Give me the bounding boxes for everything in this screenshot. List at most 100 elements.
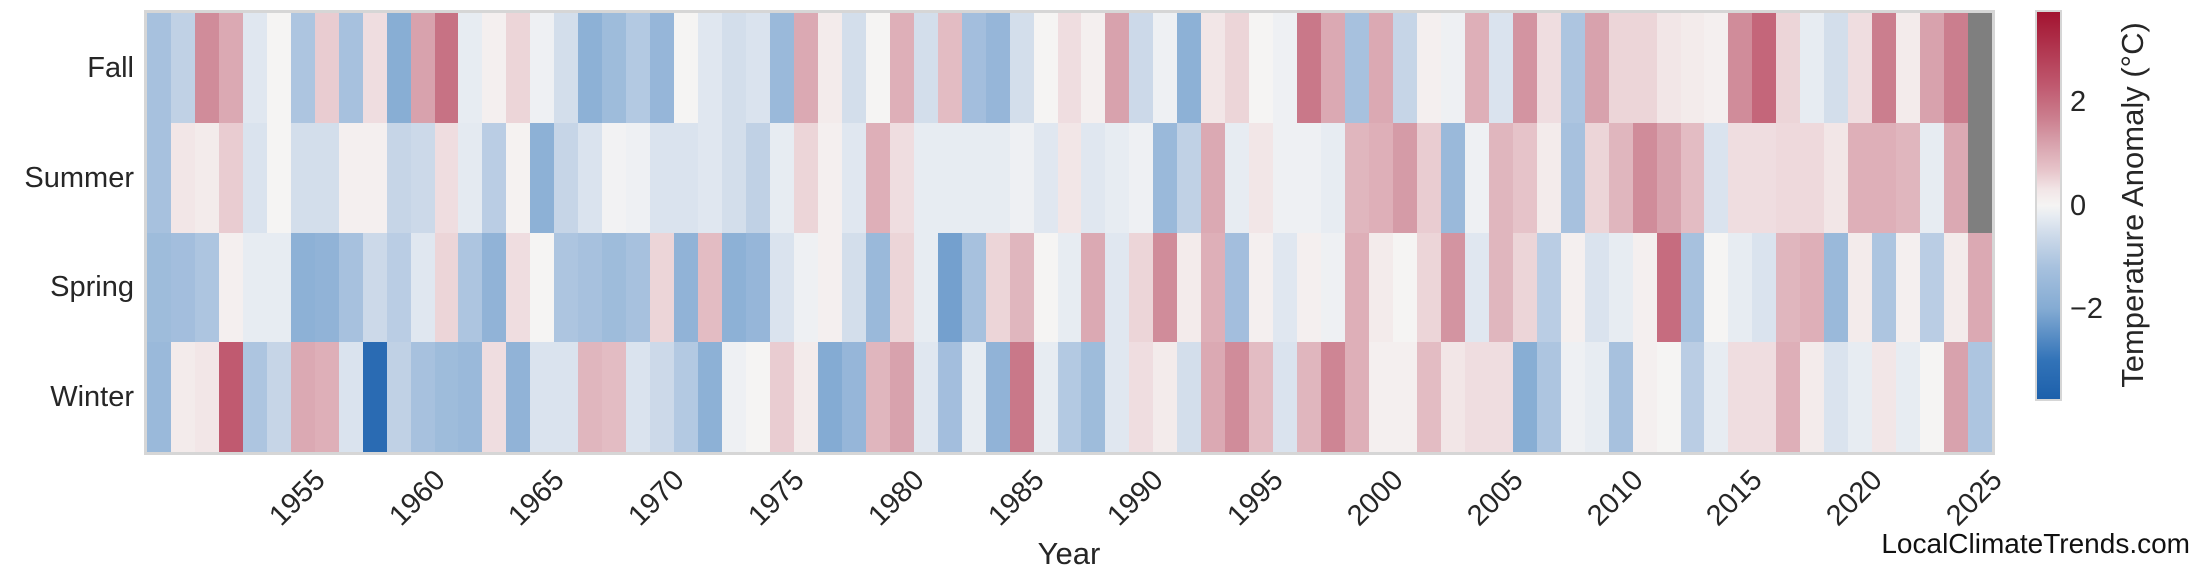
heatmap-cell: [266, 342, 291, 452]
colorbar: [2035, 10, 2062, 401]
heatmap-cell: [1872, 122, 1897, 233]
heatmap-cell: [1776, 342, 1801, 452]
heatmap-cell: [1369, 342, 1393, 452]
heatmap-cell: [1416, 232, 1441, 343]
heatmap-cell: [1920, 232, 1945, 343]
heatmap-cell: [338, 13, 363, 123]
heatmap-cell: [841, 232, 866, 343]
heatmap-cell: [817, 13, 842, 123]
heatmap-cell: [937, 122, 962, 233]
heatmap-cell: [769, 122, 794, 233]
heatmap-cell: [1848, 232, 1873, 343]
heatmap-cell: [386, 342, 411, 452]
heatmap-cell: [626, 232, 651, 343]
heatmap-cell: [722, 13, 747, 123]
heatmap-cell: [1536, 122, 1561, 233]
heatmap-cell: [290, 122, 315, 233]
x-tick-label-2010: 2010: [1580, 464, 1650, 533]
heatmap-cell: [1920, 342, 1945, 452]
heatmap-cell: [1632, 342, 1657, 452]
heatmap-cell: [242, 13, 267, 123]
heatmap-cell: [841, 122, 866, 233]
heatmap-cell: [602, 13, 627, 123]
heatmap-cell: [1560, 232, 1585, 343]
heatmap-cell: [1728, 342, 1753, 452]
heatmap-cell: [1416, 122, 1441, 233]
heatmap-cell: [1105, 342, 1130, 452]
heatmap-cell: [985, 122, 1010, 233]
heatmap-cell: [410, 122, 435, 233]
heatmap-cell: [578, 122, 603, 233]
heatmap-cell: [242, 342, 267, 452]
heatmap-cell: [458, 122, 483, 233]
heatmap-cell: [1105, 13, 1130, 123]
x-tick-label-1965: 1965: [502, 464, 571, 533]
heatmap-cell: [674, 232, 699, 343]
heatmap-cell: [1848, 13, 1873, 123]
heatmap-row-fall: [147, 13, 1992, 123]
heatmap-cell: [1728, 13, 1753, 123]
heatmap-cell: [937, 342, 962, 452]
heatmap-cell: [1800, 13, 1825, 123]
heatmap-cell: [961, 13, 986, 123]
heatmap-cell: [1896, 232, 1921, 343]
heatmap-cell: [1512, 232, 1537, 343]
heatmap-cell: [1656, 342, 1681, 452]
heatmap-cell: [194, 13, 219, 123]
heatmap-cell: [1632, 232, 1657, 343]
heatmap-cell: [1440, 13, 1465, 123]
heatmap-cell: [482, 122, 507, 233]
heatmap-cell: [386, 232, 411, 343]
heatmap-cell: [1536, 232, 1561, 343]
heatmap-cell: [1345, 342, 1369, 452]
heatmap-cell: [434, 232, 459, 343]
heatmap-cell: [290, 13, 315, 123]
heatmap-cell: [482, 232, 507, 343]
heatmap-cell: [362, 232, 387, 343]
heatmap-cell: [242, 122, 267, 233]
x-tick-label-1960: 1960: [382, 464, 452, 533]
heatmap-cell: [1297, 13, 1322, 123]
heatmap-cell: [194, 342, 219, 452]
heatmap-cell: [1033, 122, 1058, 233]
heatmap-row-summer: [147, 122, 1992, 233]
heatmap-cell: [650, 122, 675, 233]
heatmap-cell: [1488, 232, 1513, 343]
heatmap-cell: [1345, 122, 1369, 233]
heatmap-cell: [865, 232, 890, 343]
heatmap-cell: [170, 232, 195, 343]
x-axis-title: Year: [1037, 536, 1101, 571]
heatmap-cell: [1225, 342, 1250, 452]
heatmap-cell: [1896, 342, 1921, 452]
colorbar-gradient: [2037, 12, 2060, 399]
heatmap-cell: [1680, 342, 1705, 452]
heatmap-cell: [1848, 122, 1873, 233]
heatmap-cell: [1872, 13, 1897, 123]
heatmap-cell: [1033, 13, 1058, 123]
heatmap-cell: [1728, 122, 1753, 233]
heatmap-cell: [434, 342, 459, 452]
heatmap-cell: [1369, 122, 1393, 233]
heatmap-cell: [1225, 122, 1250, 233]
heatmap-cell: [1081, 13, 1106, 123]
heatmap-cell: [314, 232, 339, 343]
heatmap-cell: [1608, 122, 1633, 233]
heatmap-cell: [1392, 232, 1417, 343]
heatmap-cell: [266, 232, 291, 343]
heatmap-cell: [170, 13, 195, 123]
heatmap-cell: [1129, 13, 1154, 123]
heatmap-cell: [218, 232, 243, 343]
heatmap-cell: [698, 122, 723, 233]
heatmap-cell: [1776, 122, 1801, 233]
heatmap-cell: [1297, 342, 1322, 452]
heatmap-cell: [1177, 342, 1202, 452]
heatmap-cell: [1321, 342, 1346, 452]
heatmap-cell: [362, 122, 387, 233]
heatmap-cell: [1273, 122, 1298, 233]
heatmap-cell: [1177, 232, 1202, 343]
heatmap-cell: [698, 13, 723, 123]
heatmap-cell: [1153, 342, 1178, 452]
heatmap-cell: [1584, 342, 1609, 452]
heatmap-cell: [1944, 122, 1969, 233]
